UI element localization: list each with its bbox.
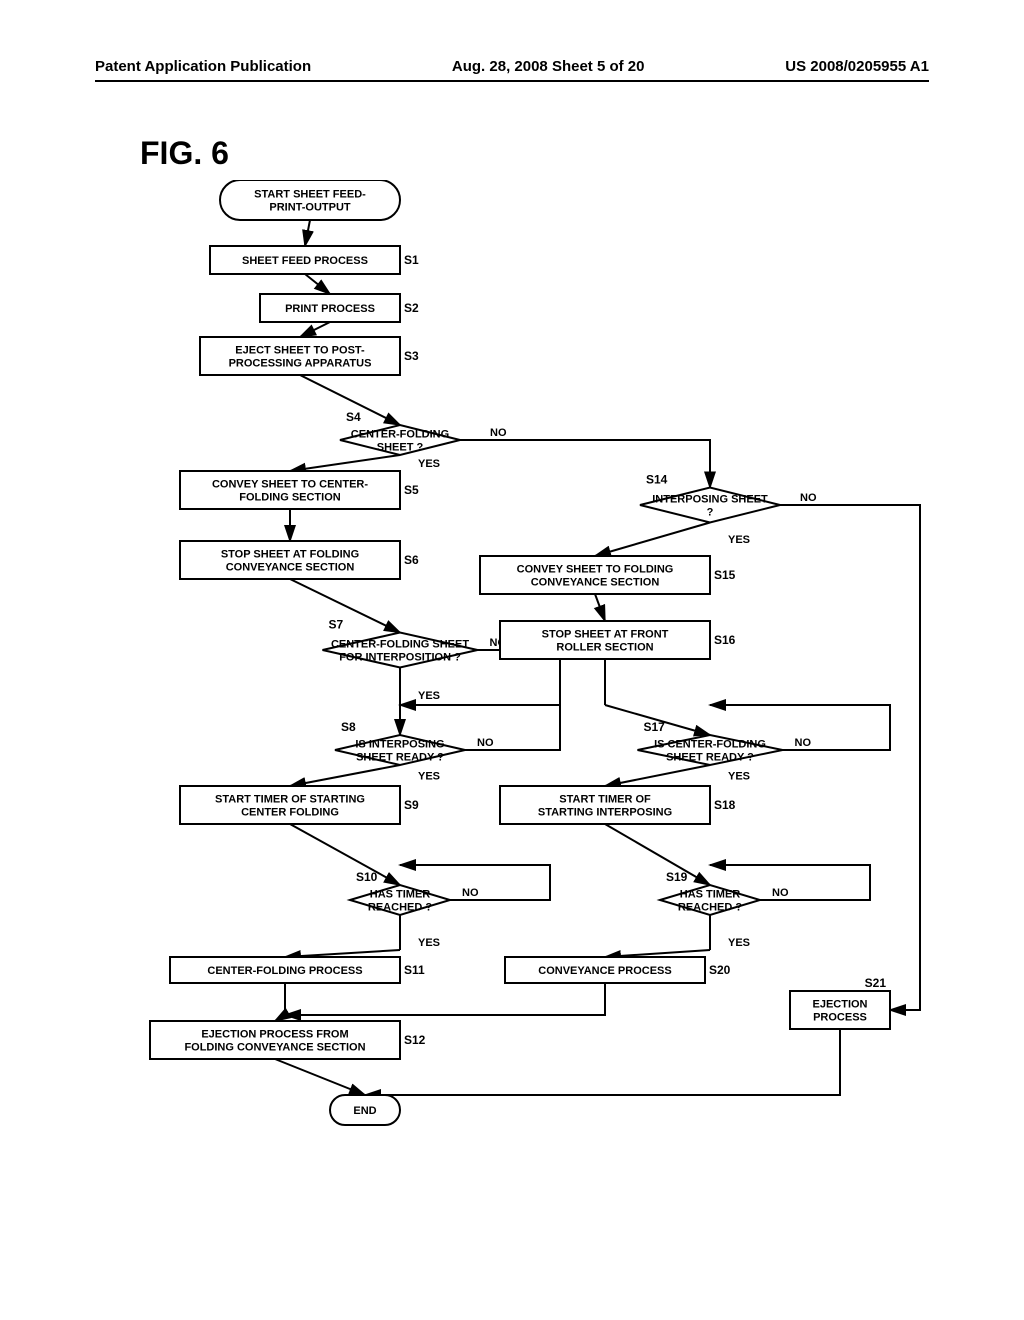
svg-text:START SHEET FEED-: START SHEET FEED- (254, 188, 366, 200)
svg-text:CONVEY SHEET TO CENTER-: CONVEY SHEET TO CENTER- (212, 478, 368, 490)
svg-text:CONVEY SHEET TO FOLDING: CONVEY SHEET TO FOLDING (517, 563, 674, 575)
svg-text:CENTER-FOLDING SHEET: CENTER-FOLDING SHEET (331, 638, 469, 650)
svg-text:CONVEYANCE PROCESS: CONVEYANCE PROCESS (538, 965, 671, 977)
svg-text:CENTER-FOLDING: CENTER-FOLDING (351, 428, 449, 440)
svg-text:EJECTION: EJECTION (812, 998, 867, 1010)
svg-text:NO: NO (795, 737, 812, 749)
svg-text:S14: S14 (646, 473, 668, 487)
svg-text:STOP SHEET AT FOLDING: STOP SHEET AT FOLDING (221, 548, 359, 560)
svg-text:S9: S9 (404, 798, 419, 812)
svg-text:S6: S6 (404, 553, 419, 567)
svg-text:S3: S3 (404, 349, 419, 363)
svg-text:NO: NO (477, 737, 494, 749)
svg-text:STARTING INTERPOSING: STARTING INTERPOSING (538, 806, 672, 818)
svg-text:HAS TIMER: HAS TIMER (680, 888, 741, 900)
svg-text:PRINT-OUTPUT: PRINT-OUTPUT (269, 201, 351, 213)
page-header: Patent Application Publication Aug. 28, … (95, 58, 929, 75)
svg-text:EJECT SHEET TO POST-: EJECT SHEET TO POST- (235, 344, 365, 356)
svg-text:S1: S1 (404, 253, 419, 267)
svg-text:FOR INTERPOSITION ?: FOR INTERPOSITION ? (339, 651, 461, 663)
svg-text:INTERPOSING SHEET: INTERPOSING SHEET (652, 493, 768, 505)
svg-text:NO: NO (772, 887, 789, 899)
svg-text:YES: YES (418, 458, 440, 470)
svg-text:EJECTION PROCESS FROM: EJECTION PROCESS FROM (201, 1028, 348, 1040)
svg-text:CENTER-FOLDING PROCESS: CENTER-FOLDING PROCESS (207, 965, 362, 977)
svg-text:SHEET FEED PROCESS: SHEET FEED PROCESS (242, 255, 368, 267)
svg-text:YES: YES (418, 770, 440, 782)
svg-text:END: END (353, 1105, 376, 1117)
svg-text:YES: YES (418, 690, 440, 702)
svg-text:S20: S20 (709, 963, 731, 977)
header-center: Aug. 28, 2008 Sheet 5 of 20 (452, 58, 645, 75)
svg-text:STOP SHEET AT FRONT: STOP SHEET AT FRONT (542, 628, 669, 640)
svg-text:SHEET READY ?: SHEET READY ? (666, 751, 754, 763)
page: Patent Application Publication Aug. 28, … (0, 0, 1024, 1320)
svg-text:IS CENTER-FOLDING: IS CENTER-FOLDING (654, 738, 766, 750)
header-left: Patent Application Publication (95, 58, 311, 75)
svg-text:S16: S16 (714, 633, 736, 647)
svg-text:CENTER FOLDING: CENTER FOLDING (241, 806, 339, 818)
svg-text:S4: S4 (346, 410, 361, 424)
svg-text:CONVEYANCE SECTION: CONVEYANCE SECTION (531, 576, 660, 588)
svg-text:?: ? (707, 506, 714, 518)
svg-text:START TIMER OF STARTING: START TIMER OF STARTING (215, 793, 365, 805)
svg-text:S12: S12 (404, 1033, 426, 1047)
svg-text:PROCESS: PROCESS (813, 1011, 867, 1023)
svg-text:S19: S19 (666, 870, 688, 884)
svg-text:YES: YES (728, 937, 750, 949)
svg-text:YES: YES (728, 770, 750, 782)
svg-text:REACHED ?: REACHED ? (678, 901, 742, 913)
svg-text:SHEET ?: SHEET ? (377, 441, 424, 453)
svg-text:REACHED ?: REACHED ? (368, 901, 432, 913)
svg-text:FOLDING CONVEYANCE SECTION: FOLDING CONVEYANCE SECTION (184, 1041, 365, 1053)
svg-text:SHEET READY ?: SHEET READY ? (356, 751, 444, 763)
svg-text:HAS TIMER: HAS TIMER (370, 888, 431, 900)
svg-text:IS INTERPOSING: IS INTERPOSING (355, 738, 444, 750)
svg-text:S10: S10 (356, 870, 378, 884)
svg-text:S15: S15 (714, 568, 736, 582)
svg-text:S7: S7 (329, 618, 344, 632)
svg-text:START TIMER OF: START TIMER OF (559, 793, 651, 805)
svg-text:S21: S21 (865, 976, 887, 990)
svg-text:FOLDING SECTION: FOLDING SECTION (239, 491, 341, 503)
svg-text:NO: NO (490, 427, 507, 439)
svg-text:NO: NO (462, 887, 479, 899)
svg-text:S5: S5 (404, 483, 419, 497)
svg-text:ROLLER SECTION: ROLLER SECTION (556, 641, 653, 653)
header-rule (95, 80, 929, 82)
header-right: US 2008/0205955 A1 (785, 58, 929, 75)
svg-text:PROCESSING APPARATUS: PROCESSING APPARATUS (229, 357, 372, 369)
flowchart: YESYESYESYESNONONONOYESYESYESNONONOSTART… (100, 180, 970, 1180)
svg-text:PRINT PROCESS: PRINT PROCESS (285, 303, 375, 315)
svg-text:YES: YES (418, 937, 440, 949)
svg-text:S8: S8 (341, 720, 356, 734)
svg-text:S2: S2 (404, 301, 419, 315)
svg-text:NO: NO (800, 492, 817, 504)
svg-text:S11: S11 (404, 963, 425, 977)
svg-text:YES: YES (728, 534, 750, 546)
figure-label: FIG. 6 (140, 135, 229, 172)
svg-text:S17: S17 (644, 720, 666, 734)
svg-text:CONVEYANCE SECTION: CONVEYANCE SECTION (226, 561, 355, 573)
svg-text:S18: S18 (714, 798, 736, 812)
